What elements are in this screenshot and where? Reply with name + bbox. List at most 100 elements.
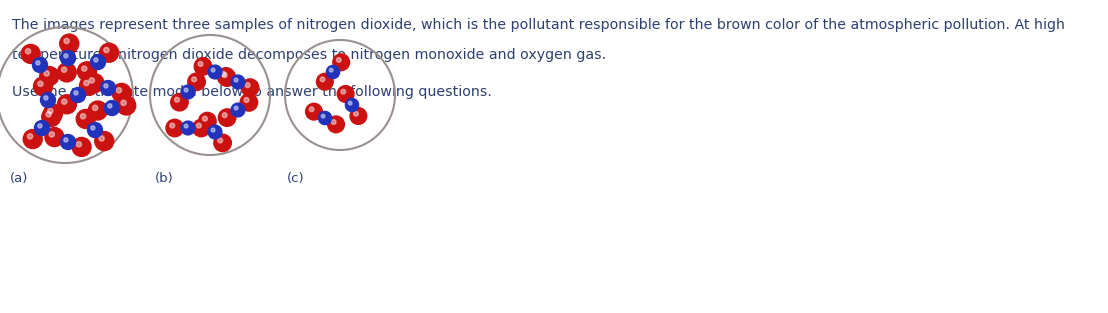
Circle shape [49,132,54,137]
Circle shape [44,96,48,100]
Circle shape [101,80,115,95]
Circle shape [318,111,331,125]
Circle shape [32,58,48,73]
Circle shape [42,107,61,126]
Circle shape [41,93,55,107]
Circle shape [71,88,85,102]
Circle shape [95,131,114,151]
Circle shape [193,119,211,137]
Circle shape [320,77,325,82]
Text: Use the particulate model below to answer the following questions.: Use the particulate model below to answe… [12,85,492,99]
Circle shape [337,86,353,102]
Circle shape [218,109,236,126]
Circle shape [64,138,68,142]
Circle shape [184,88,188,92]
Circle shape [309,107,314,112]
Circle shape [61,67,66,72]
Circle shape [76,110,95,128]
Circle shape [192,77,196,82]
Circle shape [116,88,122,93]
Circle shape [329,68,334,72]
Circle shape [332,54,349,71]
Circle shape [84,80,89,86]
Circle shape [61,135,75,150]
Circle shape [94,58,98,62]
Circle shape [85,74,104,93]
Circle shape [33,77,52,96]
Circle shape [91,126,95,130]
Circle shape [214,134,232,151]
Circle shape [212,128,215,132]
Circle shape [212,68,215,72]
Circle shape [217,68,235,85]
Circle shape [337,58,341,62]
Circle shape [61,50,75,65]
Circle shape [232,103,245,117]
Circle shape [341,89,346,94]
Circle shape [242,79,259,96]
Circle shape [218,138,223,143]
Circle shape [45,128,64,146]
Circle shape [116,96,136,115]
Circle shape [45,112,51,117]
Circle shape [76,141,82,147]
Circle shape [64,54,68,58]
Circle shape [194,58,212,75]
Circle shape [208,65,222,79]
Circle shape [181,85,195,99]
Circle shape [72,137,91,156]
Circle shape [89,101,107,120]
Circle shape [60,34,79,53]
Circle shape [82,66,86,71]
Circle shape [170,123,175,128]
Text: temperatures, nitrogen dioxide decomposes to nitrogen monoxide and oxygen gas.: temperatures, nitrogen dioxide decompose… [12,48,606,62]
Circle shape [234,106,238,110]
Circle shape [74,91,78,95]
Circle shape [34,121,50,136]
Circle shape [321,114,325,118]
Circle shape [104,84,107,88]
Circle shape [81,114,85,119]
Circle shape [346,98,359,112]
Circle shape [92,105,98,110]
Circle shape [25,49,31,54]
Circle shape [38,124,42,128]
Circle shape [107,104,112,108]
Circle shape [21,44,40,64]
Circle shape [171,94,188,111]
Circle shape [99,136,104,141]
Circle shape [350,108,367,124]
Circle shape [80,76,99,95]
Circle shape [58,95,76,114]
Circle shape [184,124,188,128]
Circle shape [89,78,94,83]
Text: (a): (a) [10,172,29,185]
Circle shape [28,134,33,139]
Circle shape [181,121,195,135]
Circle shape [48,108,53,114]
Circle shape [208,125,222,139]
Circle shape [44,71,49,76]
Circle shape [223,113,227,118]
Circle shape [245,83,250,88]
Circle shape [88,122,103,137]
Circle shape [198,61,203,66]
Circle shape [64,38,70,44]
Circle shape [348,101,352,105]
Circle shape [198,112,216,130]
Circle shape [244,97,249,102]
Circle shape [232,75,245,89]
Circle shape [175,97,179,102]
Circle shape [104,100,120,115]
Circle shape [62,99,66,104]
Circle shape [43,104,62,123]
Circle shape [166,119,184,137]
Circle shape [104,47,109,53]
Circle shape [223,73,227,78]
Circle shape [218,69,236,86]
Circle shape [317,73,334,90]
Circle shape [306,103,322,120]
Circle shape [240,94,258,111]
Circle shape [353,111,358,116]
Circle shape [38,81,43,86]
